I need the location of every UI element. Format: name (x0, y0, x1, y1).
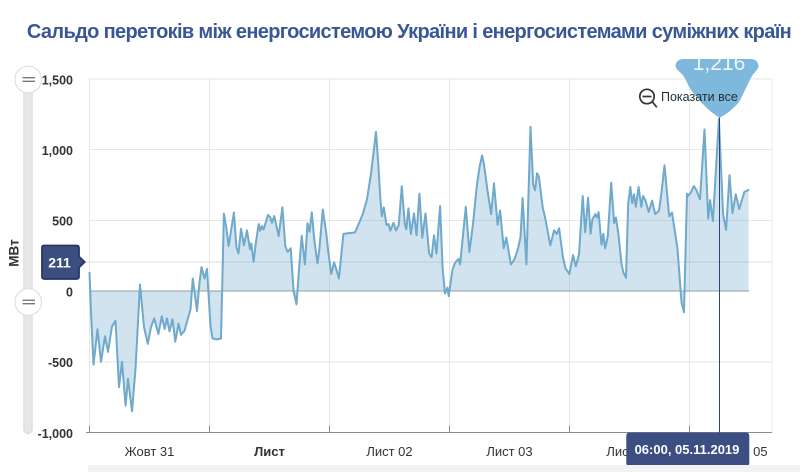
svg-text:Показати все: Показати все (661, 90, 738, 104)
svg-text:-500: -500 (48, 356, 73, 370)
svg-text:-1,000: -1,000 (38, 427, 73, 441)
svg-text:Жовт 31: Жовт 31 (125, 444, 175, 459)
svg-text:1,216: 1,216 (693, 52, 746, 75)
svg-text:211: 211 (48, 254, 71, 270)
svg-text:Лист 02: Лист 02 (366, 444, 412, 459)
svg-text:500: 500 (52, 215, 73, 229)
svg-text:1,000: 1,000 (42, 144, 73, 158)
svg-text:МВт: МВт (7, 239, 22, 267)
svg-text:Лист: Лист (254, 444, 285, 459)
svg-text:Лист 03: Лист 03 (486, 444, 532, 459)
svg-text:0: 0 (66, 285, 73, 299)
svg-text:1,500: 1,500 (42, 73, 73, 87)
svg-text:06:00, 05.11.2019: 06:00, 05.11.2019 (635, 442, 740, 457)
